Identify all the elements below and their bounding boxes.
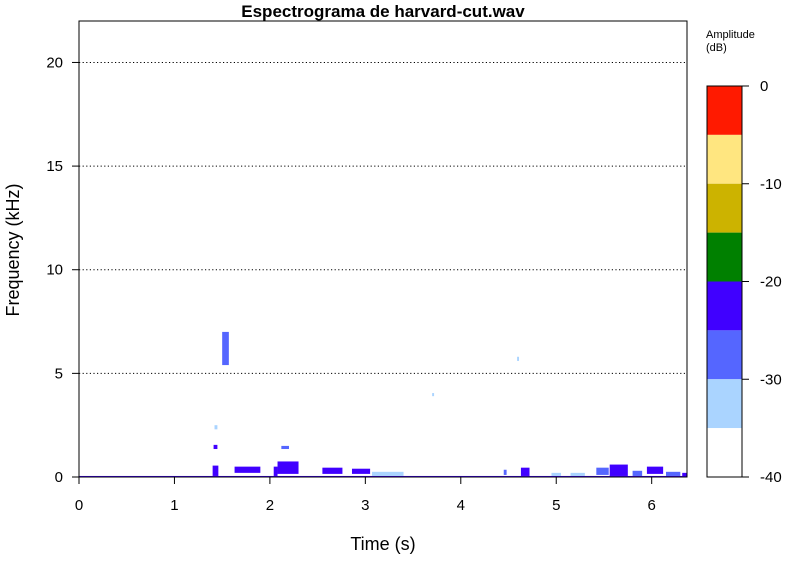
colorbar-band	[707, 428, 742, 477]
spectrogram-cell	[682, 472, 687, 477]
spectrogram-cell	[372, 471, 404, 476]
grid-lines	[79, 61, 687, 374]
plot-area	[79, 331, 687, 478]
spectrogram-cell	[351, 468, 371, 474]
y-tick-label: 10	[46, 262, 63, 279]
spectrogram-cell	[632, 470, 643, 476]
spectrogram-cell	[520, 467, 530, 476]
spectrogram-cell	[214, 425, 218, 430]
colorbar-band	[707, 86, 742, 135]
y-tick-label: 20	[46, 54, 63, 71]
colorbar-band	[707, 330, 742, 380]
spectrogram-cell	[432, 393, 435, 397]
spectrogram-cell	[609, 464, 628, 476]
colorbar-tick-label: -40	[760, 469, 782, 486]
spectrogram-cell	[213, 444, 218, 450]
y-axis-label: Frequency (kHz)	[3, 183, 23, 316]
legend-title-line2: (dB)	[706, 42, 727, 54]
spectrogram-cell	[666, 471, 681, 476]
x-tick-label: 3	[361, 497, 369, 514]
colorbar-tick-label: -20	[760, 274, 782, 291]
spectrogram-cell	[222, 331, 229, 366]
spectrogram-cell	[273, 466, 278, 476]
spectrogram-cell	[322, 467, 343, 474]
spectrogram-cell	[503, 469, 507, 475]
colorbar-band	[707, 183, 742, 233]
colorbar-band	[707, 134, 742, 184]
plot-frame	[78, 20, 688, 478]
axes: 0 1 2 3 4 5 6 0 5 10 15 20	[46, 20, 688, 514]
colorbar-legend: Amplitude (dB) 0 -10 -20 -30 -40	[706, 29, 782, 486]
y-tick-label: 0	[55, 469, 63, 486]
spectrogram-cell	[570, 472, 585, 476]
y-tick-label: 5	[55, 365, 63, 382]
spectrogram-cell	[234, 466, 261, 473]
chart-title: Espectrograma de harvard-cut.wav	[241, 2, 525, 21]
colorbar-band	[707, 281, 742, 331]
spectrogram-cell	[212, 465, 219, 476]
spectrogram-cell	[596, 467, 609, 475]
y-tick-label: 15	[46, 158, 63, 175]
colorbar-band	[707, 379, 742, 429]
x-axis-label: Time (s)	[350, 534, 415, 554]
colorbar-tick-label: 0	[760, 78, 768, 95]
legend-title-line1: Amplitude	[706, 29, 755, 41]
spectrogram-cell	[277, 461, 299, 474]
x-tick-label: 5	[552, 497, 560, 514]
spectrogram-cell	[551, 472, 562, 476]
spectrogram-cell	[517, 356, 520, 361]
x-tick-label: 6	[648, 497, 656, 514]
colorbar-band	[707, 232, 742, 282]
spectrogram-cell	[646, 466, 664, 474]
colorbar-tick-label: -10	[760, 176, 782, 193]
x-tick-label: 0	[75, 497, 83, 514]
spectrogram-cell	[281, 445, 289, 450]
x-tick-label: 4	[457, 497, 465, 514]
x-tick-label: 2	[266, 497, 274, 514]
x-tick-label: 1	[170, 497, 178, 514]
colorbar-tick-label: -30	[760, 371, 782, 388]
